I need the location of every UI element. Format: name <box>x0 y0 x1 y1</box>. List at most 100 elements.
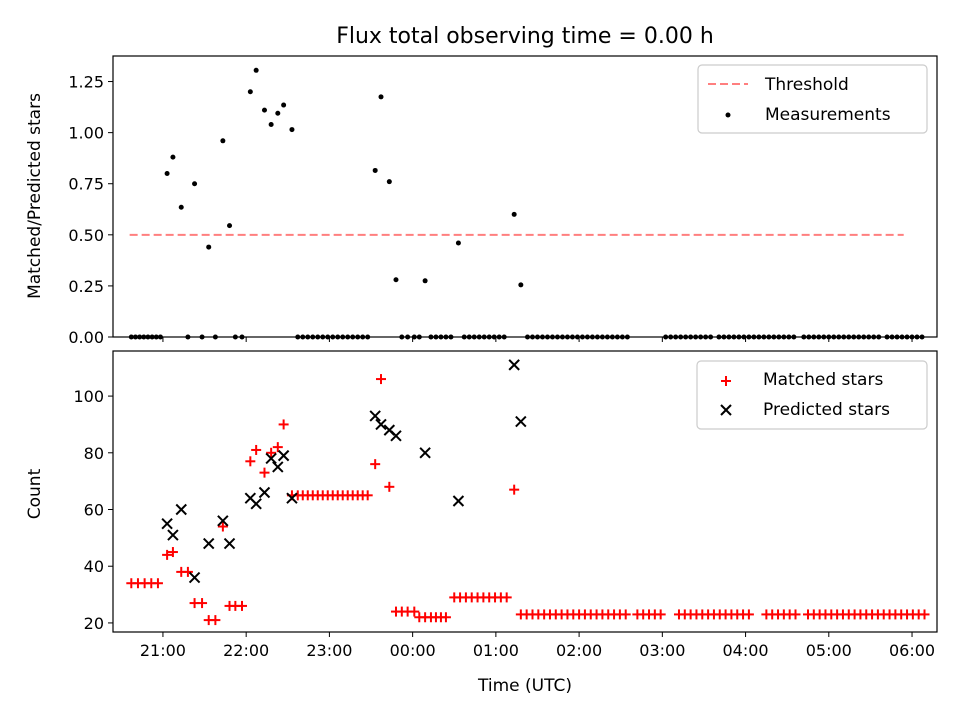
x-tick-label: 06:00 <box>889 641 935 660</box>
top-panel: 0.00 0.25 0.50 0.75 1.00 1.25 Matched/Predict… <box>25 55 938 347</box>
predicted-star-marker <box>223 537 236 550</box>
bottom-legend-box <box>696 360 928 430</box>
predicted-star-marker <box>217 515 229 527</box>
measurement-point <box>518 282 524 288</box>
legend-matched-label: Matched stars <box>763 370 883 390</box>
matched-star-marker <box>197 598 208 609</box>
predicted-star-stroke-b <box>390 430 402 442</box>
legend-measurements-label: Measurements <box>765 105 891 125</box>
top-y-tick-label: 0.25 <box>68 277 104 296</box>
matched-star-marker <box>376 374 387 385</box>
predicted-star-marker <box>265 452 277 465</box>
matched-star-marker <box>167 547 178 558</box>
predicted-star-marker <box>419 447 431 459</box>
predicted-star-stroke-b <box>265 452 277 465</box>
top-y-tick-label: 1.25 <box>68 73 104 92</box>
matched-star-marker <box>245 456 256 467</box>
matched-star-marker <box>370 459 381 470</box>
bottom-y-tick-label: 60 <box>84 501 104 520</box>
measurement-point <box>275 110 281 116</box>
predicted-star-marker <box>277 449 290 462</box>
measurement-point <box>247 89 253 95</box>
measurement-point <box>422 278 428 284</box>
predicted-star-marker <box>390 430 402 442</box>
matched-star-marker <box>919 609 930 620</box>
x-axis-label: Time (UTC) <box>477 676 572 696</box>
top-legend-box <box>697 64 928 134</box>
legend-predicted-label: Predicted stars <box>763 400 890 420</box>
x-tick-label: 21:00 <box>140 641 186 660</box>
bottom-y-axis-label: Count <box>25 468 45 519</box>
predicted-star-stroke-b <box>175 503 187 516</box>
top-legend: Threshold Measurements <box>697 64 928 134</box>
measurement-point <box>170 154 176 160</box>
matched-star-marker <box>655 609 666 620</box>
matched-star-marker <box>278 419 289 430</box>
top-y-tick-label: 1.00 <box>68 124 104 143</box>
measurement-point <box>386 179 392 185</box>
predicted-star-marker <box>175 503 187 516</box>
measurement-point <box>164 171 170 177</box>
predicted-star-marker <box>161 517 173 530</box>
predicted-star-marker <box>515 415 527 428</box>
predicted-star-stroke-b <box>508 359 520 371</box>
measurement-point <box>455 240 461 246</box>
predicted-star-marker <box>272 461 284 473</box>
predicted-star-marker <box>203 537 215 550</box>
bottom-y-tick-label: 80 <box>84 444 104 463</box>
predicted-star-stroke-b <box>383 424 396 436</box>
matched-star-marker <box>440 612 451 623</box>
predicted-star-stroke-b <box>188 571 201 584</box>
legend-predicted-swatch <box>720 404 732 416</box>
predicted-star-marker <box>369 410 381 422</box>
matched-star-marker <box>162 549 173 560</box>
legend-matched-swatch <box>721 376 731 386</box>
measurement-point <box>289 127 295 133</box>
predicted-star-marker <box>188 571 201 584</box>
predicted-star-stroke-b <box>419 447 431 459</box>
matched-star-marker <box>266 447 277 458</box>
predicted-star-stroke-b <box>217 515 229 527</box>
x-ticks: 21:00 22:00 23:00 00:00 01:00 02:00 03:00 04:00… <box>140 337 935 660</box>
bottom-y-tick-label: 100 <box>73 387 104 406</box>
predicted-star-stroke-b <box>375 418 387 431</box>
predicted-star-marker <box>258 486 271 499</box>
bottom-axes-frame <box>112 350 938 633</box>
matched-star-marker <box>237 600 248 611</box>
predicted-star-stroke-b <box>286 492 298 504</box>
bottom-legend: Matched stars Predicted stars <box>696 360 928 430</box>
measurement-point <box>372 167 378 173</box>
bottom-y-tick-label: 40 <box>84 557 104 576</box>
top-y-tick-label: 0.50 <box>68 226 104 245</box>
measurement-point <box>261 107 267 113</box>
measurement-point <box>393 277 399 283</box>
bottom-panel: 20 40 60 80 100 21:00 22:00 23:00 00:00 01:00 02:… <box>25 337 938 696</box>
matched-star-marker <box>790 609 801 620</box>
measurement-point <box>206 244 212 250</box>
legend-threshold-label: Threshold <box>764 75 849 95</box>
x-tick-label: 02:00 <box>556 641 602 660</box>
matched-star-marker <box>251 444 262 455</box>
top-axes-frame <box>112 55 938 338</box>
bottom-plot-area <box>126 359 930 626</box>
predicted-star-stroke-b <box>515 415 527 428</box>
predicted-star-stroke-b <box>250 498 262 510</box>
x-tick-label: 03:00 <box>639 641 685 660</box>
matched-star-marker <box>362 490 373 501</box>
top-y-tick-label: 0.00 <box>68 328 104 347</box>
predicted-star-marker <box>167 529 179 541</box>
predicted-star-marker <box>375 418 387 431</box>
predicted-star-stroke-b <box>369 410 381 422</box>
measurement-point <box>253 67 259 73</box>
measurement-point <box>178 204 184 210</box>
x-tick-label: 01:00 <box>473 641 519 660</box>
matched-star-marker <box>182 566 193 577</box>
measurement-point <box>192 181 198 187</box>
predicted-star-stroke-b <box>203 537 215 550</box>
measurement-point <box>378 94 384 100</box>
predicted-star-stroke-b <box>272 461 284 473</box>
x-tick-label: 04:00 <box>723 641 769 660</box>
x-tick-label: 00:00 <box>390 641 436 660</box>
legend-measurement-swatch <box>725 112 731 118</box>
